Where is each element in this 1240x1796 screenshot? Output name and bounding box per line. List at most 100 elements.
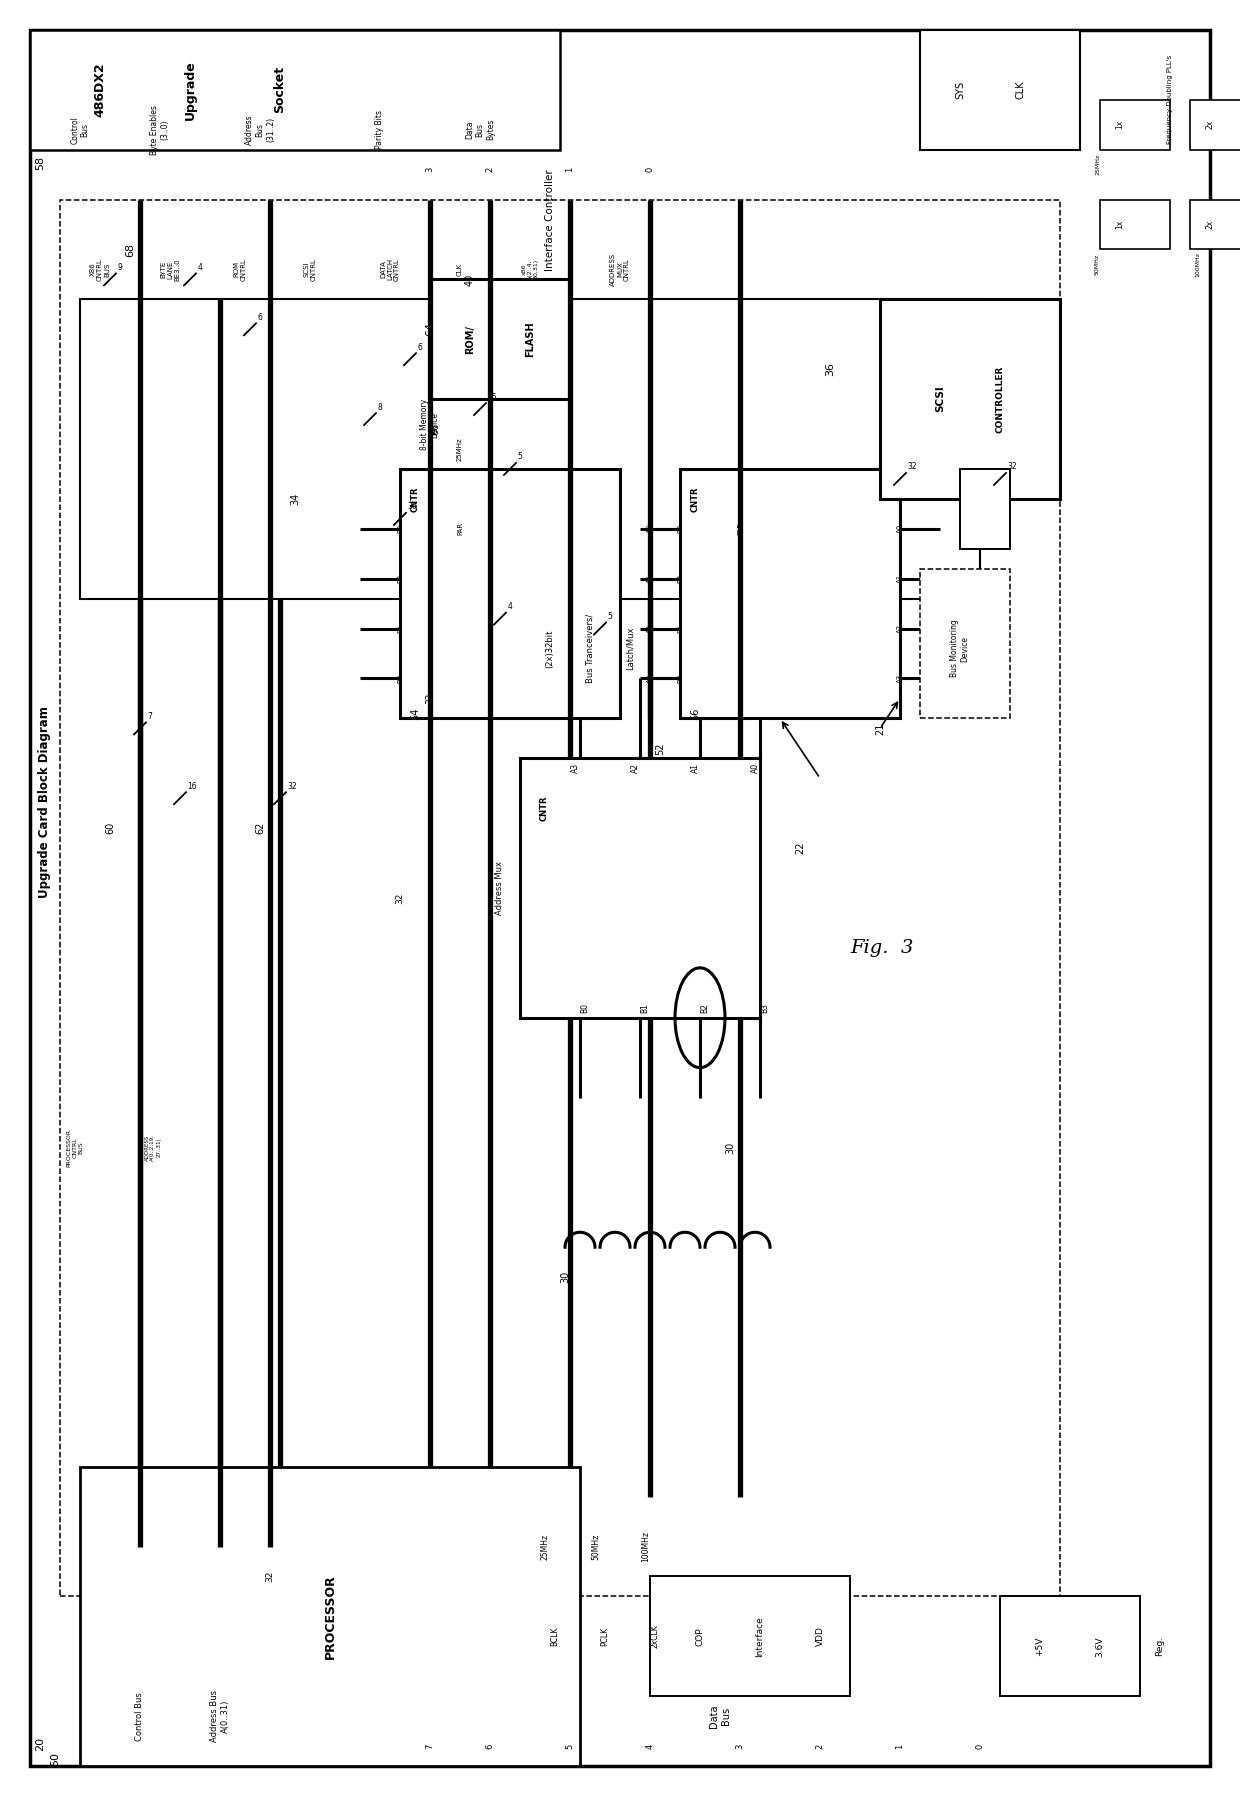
Text: BCLK: BCLK bbox=[551, 1627, 559, 1647]
Text: 1x: 1x bbox=[1116, 120, 1125, 129]
Bar bbox=[680, 469, 900, 718]
Text: 4: 4 bbox=[197, 262, 202, 271]
Text: B2: B2 bbox=[677, 575, 683, 584]
Text: ROM
CNTRL: ROM CNTRL bbox=[233, 259, 247, 280]
Text: B0: B0 bbox=[677, 674, 683, 682]
Text: A3: A3 bbox=[647, 674, 653, 682]
Text: 7: 7 bbox=[425, 1744, 434, 1749]
Text: COP: COP bbox=[696, 1627, 704, 1645]
Text: A0: A0 bbox=[647, 524, 653, 533]
Text: Frequency Doubling PLL's: Frequency Doubling PLL's bbox=[1167, 56, 1173, 144]
Text: 1: 1 bbox=[565, 167, 574, 172]
Text: 0: 0 bbox=[976, 1744, 985, 1749]
Text: DATA
LATCH
CNTRL: DATA LATCH CNTRL bbox=[379, 259, 401, 280]
Text: 21: 21 bbox=[875, 722, 885, 735]
Text: 30: 30 bbox=[725, 1140, 735, 1153]
Text: 4: 4 bbox=[507, 602, 512, 611]
Text: ADDRESS
MUX
CNTRL: ADDRESS MUX CNTRL bbox=[610, 253, 630, 286]
Text: SCSI
CNTRL: SCSI CNTRL bbox=[304, 259, 316, 280]
Text: 4: 4 bbox=[646, 1744, 655, 1749]
Bar bbox=[1190, 199, 1240, 250]
Text: A1: A1 bbox=[691, 763, 701, 774]
Text: CNTR: CNTR bbox=[539, 796, 549, 821]
Text: 2: 2 bbox=[816, 1744, 825, 1749]
Text: 62: 62 bbox=[255, 823, 265, 835]
Text: 22: 22 bbox=[795, 842, 805, 855]
Text: 60: 60 bbox=[105, 823, 115, 835]
Text: 58: 58 bbox=[35, 156, 45, 169]
Text: 40: 40 bbox=[465, 273, 475, 286]
Text: 8-bit Memory
Device: 8-bit Memory Device bbox=[420, 399, 440, 451]
Text: 50MHz: 50MHz bbox=[1095, 253, 1100, 275]
Text: 32: 32 bbox=[265, 1572, 274, 1582]
Text: x86
A(2..4,
30,31): x86 A(2..4, 30,31) bbox=[522, 259, 538, 280]
Text: B3: B3 bbox=[677, 524, 683, 533]
Text: 25MHz: 25MHz bbox=[541, 1534, 551, 1559]
Text: A0: A0 bbox=[897, 524, 903, 533]
Bar bbox=[650, 1577, 849, 1695]
Text: A3: A3 bbox=[570, 763, 580, 774]
Text: 8: 8 bbox=[377, 402, 382, 411]
Text: A2: A2 bbox=[631, 763, 640, 774]
Text: Control Bus: Control Bus bbox=[135, 1692, 145, 1740]
Bar bbox=[880, 300, 1060, 499]
Bar bbox=[960, 469, 1011, 550]
Text: 52: 52 bbox=[655, 742, 665, 754]
Bar bbox=[920, 31, 1080, 149]
Bar bbox=[81, 1467, 580, 1765]
Text: B1: B1 bbox=[677, 623, 683, 634]
Text: 2xCLK: 2xCLK bbox=[650, 1624, 658, 1649]
Text: B1: B1 bbox=[640, 1002, 649, 1013]
Text: PROCESSOR
ADDRESS
A(0..2,19,
27..31): PROCESSOR ADDRESS A(0..2,19, 27..31) bbox=[139, 1131, 161, 1164]
Text: 32: 32 bbox=[396, 893, 404, 903]
Text: 50: 50 bbox=[50, 1753, 60, 1765]
Text: Data
Bus
Bytes: Data Bus Bytes bbox=[465, 119, 495, 140]
Text: Fig.  3: Fig. 3 bbox=[849, 939, 914, 957]
Text: B3: B3 bbox=[760, 1002, 769, 1013]
Text: 32: 32 bbox=[1007, 462, 1017, 472]
Text: 2: 2 bbox=[486, 167, 495, 172]
Text: Interface: Interface bbox=[755, 1616, 765, 1656]
Text: 2x: 2x bbox=[1205, 120, 1214, 129]
Bar bbox=[30, 31, 560, 149]
Text: B0: B0 bbox=[580, 1002, 589, 1013]
Text: ROM/: ROM/ bbox=[465, 325, 475, 354]
Text: 3: 3 bbox=[425, 167, 434, 172]
Text: +5V: +5V bbox=[1035, 1636, 1044, 1656]
Text: CNTR: CNTR bbox=[410, 487, 420, 512]
Text: 32: 32 bbox=[908, 462, 918, 472]
Bar bbox=[1190, 101, 1240, 149]
Text: Address Mux: Address Mux bbox=[496, 860, 505, 914]
Text: 5: 5 bbox=[608, 612, 613, 621]
Text: Latch/Mux: Latch/Mux bbox=[625, 627, 635, 670]
Text: Address
Bus
(31..2): Address Bus (31..2) bbox=[246, 115, 275, 145]
Text: 50MHz: 50MHz bbox=[591, 1534, 600, 1559]
Text: CNTR: CNTR bbox=[691, 487, 701, 512]
Bar bbox=[520, 758, 760, 1018]
Text: Upgrade: Upgrade bbox=[184, 59, 196, 120]
Text: 16: 16 bbox=[187, 781, 197, 790]
Bar bbox=[401, 469, 620, 718]
Text: A3: A3 bbox=[897, 674, 903, 682]
Text: X86
CNTRL
BUS: X86 CNTRL BUS bbox=[91, 259, 110, 280]
Text: A2: A2 bbox=[647, 623, 653, 634]
Text: 66: 66 bbox=[430, 422, 440, 435]
Text: 9: 9 bbox=[118, 262, 123, 271]
Text: (2x)32bit: (2x)32bit bbox=[546, 629, 554, 668]
Text: Data
Bus: Data Bus bbox=[709, 1704, 730, 1728]
Text: Address Bus
A(0..31): Address Bus A(0..31) bbox=[211, 1690, 229, 1742]
Bar bbox=[1100, 199, 1171, 250]
Text: Upgrade Card Block Diagram: Upgrade Card Block Diagram bbox=[38, 706, 52, 898]
Text: 5: 5 bbox=[565, 1744, 574, 1749]
Text: SCSI: SCSI bbox=[935, 386, 945, 413]
Text: 1x: 1x bbox=[1116, 219, 1125, 230]
Text: B2: B2 bbox=[701, 1002, 709, 1013]
Text: Reg.: Reg. bbox=[1156, 1636, 1164, 1656]
Text: 34: 34 bbox=[290, 492, 300, 505]
Text: B2: B2 bbox=[397, 575, 403, 584]
Text: 15: 15 bbox=[487, 393, 497, 402]
Text: 32: 32 bbox=[288, 781, 298, 790]
Text: 486DX2: 486DX2 bbox=[93, 63, 107, 117]
Text: Socket: Socket bbox=[274, 66, 286, 113]
Text: 1: 1 bbox=[895, 1744, 904, 1749]
